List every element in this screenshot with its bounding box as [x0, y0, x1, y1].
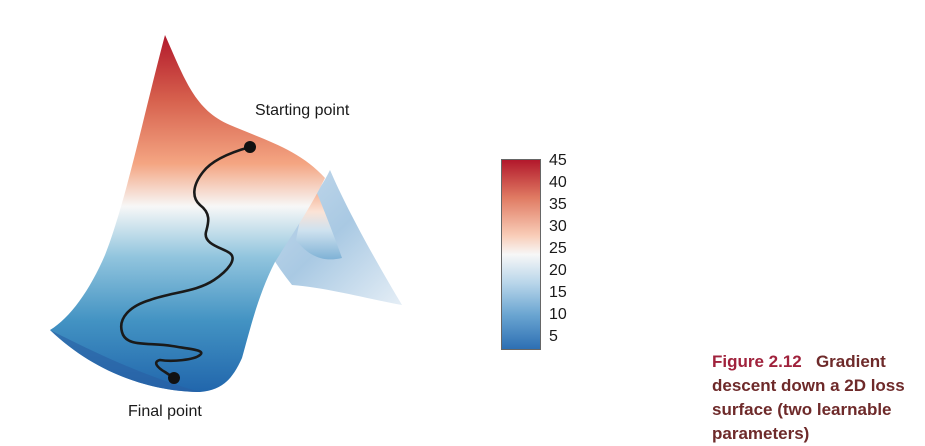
colorbar-tick: 45	[549, 152, 567, 169]
loss-surface	[50, 35, 325, 392]
colorbar-tick: 25	[549, 240, 567, 257]
figure-caption: Figure 2.12 Gradient descent down a 2D l…	[712, 350, 922, 446]
final-point-label: Final point	[128, 403, 202, 420]
colorbar	[501, 159, 541, 350]
figure-caption-text: Gradient descent down a 2D loss surface …	[712, 352, 905, 443]
descent-path	[119, 145, 252, 380]
starting-point-label: Starting point	[255, 102, 350, 119]
final-point-marker	[168, 372, 180, 384]
colorbar-tick: 10	[549, 306, 567, 323]
starting-point-marker	[244, 141, 256, 153]
colorbar-tick: 20	[549, 262, 567, 279]
colorbar-tick: 35	[549, 196, 567, 213]
colorbar-tick: 5	[549, 328, 558, 345]
colorbar-gradient	[502, 160, 540, 349]
colorbar-tick: 15	[549, 284, 567, 301]
colorbar-tick: 30	[549, 218, 567, 235]
figure-number: Figure 2.12	[712, 352, 802, 371]
colorbar-tick: 40	[549, 174, 567, 191]
